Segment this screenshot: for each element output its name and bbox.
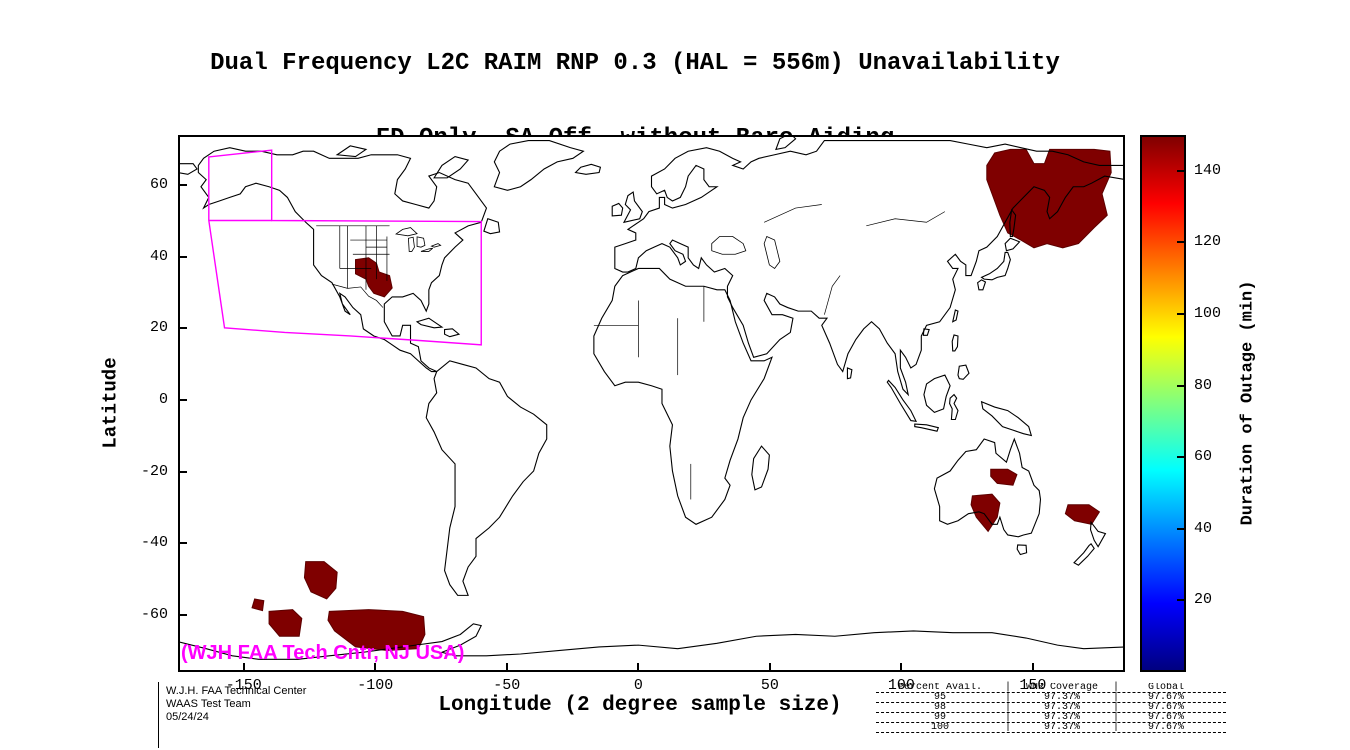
x-tick-label: 0 bbox=[633, 677, 643, 694]
colorbar-tick-mark bbox=[1177, 313, 1184, 315]
colorbar-tick-label: 80 bbox=[1194, 376, 1213, 394]
stats-column-separator: | bbox=[1004, 712, 1011, 723]
footer-divider-line bbox=[158, 682, 159, 748]
y-tick-mark bbox=[180, 398, 187, 401]
x-tick-mark bbox=[505, 663, 508, 670]
stats-header-cell: Percent Avail. bbox=[897, 683, 982, 692]
y-tick-label: 20 bbox=[149, 319, 168, 337]
y-tick-mark bbox=[180, 184, 187, 187]
x-tick-mark bbox=[900, 663, 903, 670]
outage-region-south-pacific-1 bbox=[304, 562, 337, 599]
stats-cell: 98 bbox=[933, 703, 946, 712]
stats-cell: 97.37% bbox=[1043, 693, 1080, 702]
x-tick-mark bbox=[768, 663, 771, 670]
colorbar-tick-label: 100 bbox=[1194, 305, 1222, 322]
outage-region-south-pacific-3 bbox=[269, 610, 302, 637]
stats-cell: 97.67% bbox=[1147, 693, 1184, 702]
x-tick-label: 150 bbox=[1019, 677, 1047, 694]
x-tick-mark bbox=[637, 663, 640, 670]
colorbar-tick-mark bbox=[1177, 169, 1184, 172]
x-tick-label: -100 bbox=[357, 677, 394, 694]
footer-org: W.J.H. FAA Technical Center bbox=[166, 685, 307, 697]
y-tick-mark bbox=[180, 327, 187, 330]
stats-row: 95 | 97.37% | 97.67% bbox=[876, 693, 1226, 703]
outage-region-north-australia bbox=[991, 469, 1017, 485]
map-credit-text: (WJH FAA Tech Cntr, NJ USA) bbox=[181, 642, 465, 664]
stats-row: 98 | 97.37% | 97.67% bbox=[876, 703, 1226, 713]
title-line-1: Dual Frequency L2C RAIM RNP 0.3 (HAL = 5… bbox=[210, 50, 1060, 77]
y-tick-label: -40 bbox=[140, 534, 168, 552]
colorbar-tick-label: 20 bbox=[1194, 591, 1213, 609]
footer-credit-block: W.J.H. FAA Technical Center WAAS Test Te… bbox=[166, 685, 306, 724]
colorbar-tick-mark bbox=[1177, 599, 1184, 602]
stats-row: 100 | 97.37% | 97.67% bbox=[876, 723, 1226, 733]
outage-region-north-of-new-zealand bbox=[1065, 505, 1099, 525]
stats-column-separator: | bbox=[1112, 682, 1119, 693]
stats-cell: 97.67% bbox=[1147, 713, 1184, 722]
stats-cell: 97.67% bbox=[1147, 703, 1184, 712]
colorbar-tick-label: 140 bbox=[1194, 161, 1222, 179]
y-tick-label: 40 bbox=[149, 247, 168, 265]
stats-column-separator: | bbox=[1112, 712, 1119, 723]
colorbar-tick-mark bbox=[1177, 384, 1184, 387]
stats-column-separator: | bbox=[1004, 692, 1011, 703]
colorbar-tick-mark bbox=[1177, 527, 1184, 530]
y-tick-mark bbox=[180, 255, 187, 258]
colorbar-tick-label: 60 bbox=[1194, 448, 1213, 466]
stats-table: Percent Avail. | WNR Coverage | Global 95 | 97.… bbox=[876, 683, 1226, 733]
stats-column-separator: | bbox=[1112, 702, 1119, 713]
y-tick-label: -60 bbox=[140, 605, 168, 623]
x-tick-label: -150 bbox=[225, 677, 262, 694]
footer-team: WAAS Test Team bbox=[166, 698, 251, 710]
stats-header-row: Percent Avail. | WNR Coverage | Global bbox=[876, 683, 1226, 693]
outage-region-central-us bbox=[356, 258, 393, 297]
stats-column-separator: | bbox=[1112, 692, 1119, 703]
y-tick-mark bbox=[180, 613, 187, 616]
colorbar bbox=[1140, 135, 1186, 672]
stats-cell: 97.37% bbox=[1043, 723, 1080, 732]
stats-column-separator: | bbox=[1004, 682, 1011, 693]
x-tick-label: -50 bbox=[493, 677, 521, 694]
footer-date: 05/24/24 bbox=[166, 711, 209, 723]
stats-column-separator: | bbox=[1004, 702, 1011, 713]
stats-column-separator: | bbox=[1004, 722, 1011, 733]
world-map bbox=[180, 137, 1123, 670]
stats-column-separator: | bbox=[1112, 722, 1119, 733]
stats-header-cell: Global bbox=[1147, 683, 1184, 692]
y-tick-label: -20 bbox=[140, 462, 168, 480]
colorbar-tick-mark bbox=[1177, 241, 1184, 244]
map-plot-area bbox=[178, 135, 1125, 672]
stats-row: 99 | 97.37% | 97.67% bbox=[876, 713, 1226, 723]
x-tick-mark bbox=[1031, 663, 1034, 670]
stats-header-cell: WNR Coverage bbox=[1025, 683, 1098, 692]
stats-cell: 97.67% bbox=[1147, 723, 1184, 732]
stats-cell: 97.37% bbox=[1043, 713, 1080, 722]
colorbar-gradient bbox=[1142, 137, 1184, 670]
y-tick-label: 60 bbox=[149, 176, 168, 194]
y-tick-mark bbox=[180, 470, 187, 473]
stats-cell: 99 bbox=[933, 713, 946, 722]
y-tick-label: 0 bbox=[158, 390, 168, 408]
outage-region-south-pacific-4 bbox=[328, 610, 425, 651]
waas-coverage-boundary bbox=[209, 150, 481, 345]
x-axis-label: Longitude (2 degree sample size) bbox=[438, 694, 842, 717]
y-tick-mark bbox=[180, 542, 187, 545]
stats-cell: 97.37% bbox=[1043, 703, 1080, 712]
colorbar-tick-label: 120 bbox=[1194, 233, 1222, 251]
stats-cell: 100 bbox=[930, 723, 949, 732]
stats-cell: 95 bbox=[933, 693, 946, 702]
colorbar-tick-label: 40 bbox=[1194, 519, 1213, 537]
colorbar-tick-mark bbox=[1177, 456, 1184, 459]
outage-region-south-pacific-2 bbox=[252, 599, 264, 611]
x-tick-mark bbox=[374, 663, 377, 670]
x-tick-mark bbox=[242, 663, 245, 670]
x-tick-label: 100 bbox=[887, 677, 915, 694]
x-tick-label: 50 bbox=[760, 677, 779, 694]
